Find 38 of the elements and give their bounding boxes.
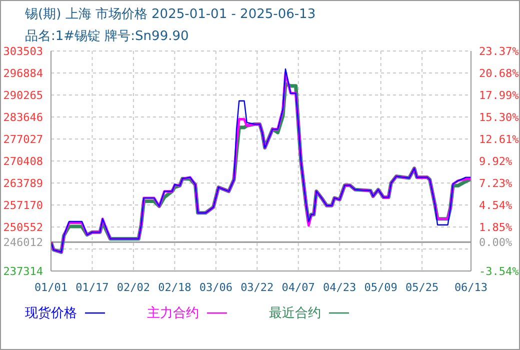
y2-tick-label: 12.61% [479, 132, 520, 146]
y-tick-label: 277027 [3, 133, 43, 146]
legend-label: 最近合约 [269, 305, 322, 322]
x-tick-label: 05/09 [364, 281, 398, 294]
y2-tick-label: 23.37% [479, 45, 520, 58]
y2-tick-label: 17.99% [479, 88, 520, 102]
y2-tick-label: 20.68% [479, 66, 520, 80]
x-tick-label: 04/07 [282, 281, 315, 294]
y-tick-label: 290265 [3, 89, 43, 102]
x-tick-label: 05/25 [405, 281, 439, 294]
x-tick-label: 02/02 [116, 281, 150, 294]
y-tick-label: 246012 [3, 236, 43, 250]
x-tick-label: 03/06 [199, 281, 232, 294]
y-tick-label: 283646 [3, 111, 43, 124]
x-tick-label: 02/18 [158, 281, 192, 294]
chart-subtitle: 品名:1#锡锭 牌号:Sn99.90 [25, 28, 189, 45]
y2-tick-label: 9.92% [479, 154, 512, 168]
x-tick-label: 04/23 [323, 281, 356, 294]
y-tick-label: 270408 [3, 155, 43, 168]
x-tick-label: 01/17 [76, 281, 109, 294]
y2-tick-label: 4.54% [479, 198, 512, 212]
y-tick-label: 303503 [3, 45, 43, 58]
legend-label: 主力合约 [147, 305, 200, 322]
y-tick-label: 257170 [3, 199, 43, 212]
y2-tick-label: 0.00% [479, 236, 512, 250]
y2-tick-label: 1.85% [479, 220, 512, 234]
x-tick-label: 03/22 [240, 281, 274, 294]
legend-label: 现货价格 [25, 305, 78, 322]
x-tick-label: 01/01 [34, 281, 68, 294]
y-tick-label: 237314 [3, 265, 44, 278]
x-tick-label: 06/13 [454, 281, 488, 294]
y-tick-label: 296884 [3, 67, 44, 80]
y2-tick-label: 15.30% [479, 110, 520, 124]
y-tick-label: 263789 [3, 177, 43, 190]
y2-tick-label: 7.23% [479, 176, 512, 190]
y-tick-label: 250552 [3, 221, 43, 234]
chart-title: 锡(期) 上海 市场价格 2025-01-01 - 2025-06-13 [25, 6, 316, 23]
y2-tick-label: -3.54% [479, 265, 520, 278]
